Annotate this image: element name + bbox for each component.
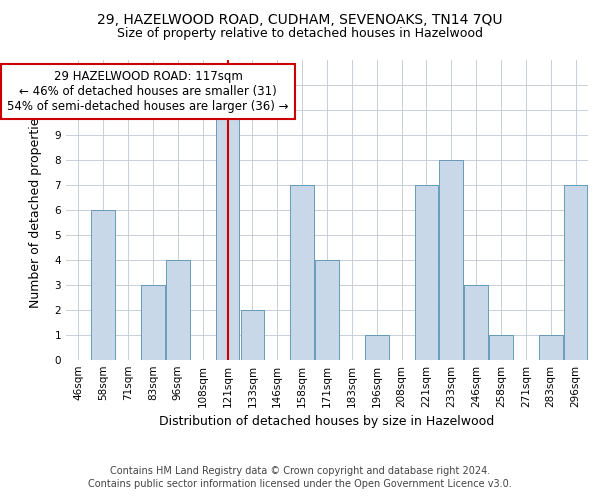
Text: Size of property relative to detached houses in Hazelwood: Size of property relative to detached ho… (117, 28, 483, 40)
Bar (489, 335, 513, 360)
Text: 29, HAZELWOOD ROAD, CUDHAM, SEVENOAKS, TN14 7QU: 29, HAZELWOOD ROAD, CUDHAM, SEVENOAKS, T… (97, 12, 503, 26)
Bar (464, 285, 488, 360)
Bar (241, 310, 264, 360)
Bar (216, 110, 239, 360)
Text: Contains HM Land Registry data © Crown copyright and database right 2024.: Contains HM Land Registry data © Crown c… (110, 466, 490, 476)
Bar (141, 285, 165, 360)
Text: Contains public sector information licensed under the Open Government Licence v3: Contains public sector information licen… (88, 479, 512, 489)
Bar (315, 260, 339, 360)
X-axis label: Distribution of detached houses by size in Hazelwood: Distribution of detached houses by size … (160, 416, 494, 428)
Bar (91, 210, 115, 360)
Bar (166, 260, 190, 360)
Bar (290, 185, 314, 360)
Bar (564, 185, 587, 360)
Y-axis label: Number of detached properties: Number of detached properties (29, 112, 43, 308)
Bar (539, 335, 563, 360)
Bar (415, 185, 438, 360)
Text: 29 HAZELWOOD ROAD: 117sqm
← 46% of detached houses are smaller (31)
54% of semi-: 29 HAZELWOOD ROAD: 117sqm ← 46% of detac… (7, 70, 289, 113)
Bar (365, 335, 389, 360)
Bar (439, 160, 463, 360)
